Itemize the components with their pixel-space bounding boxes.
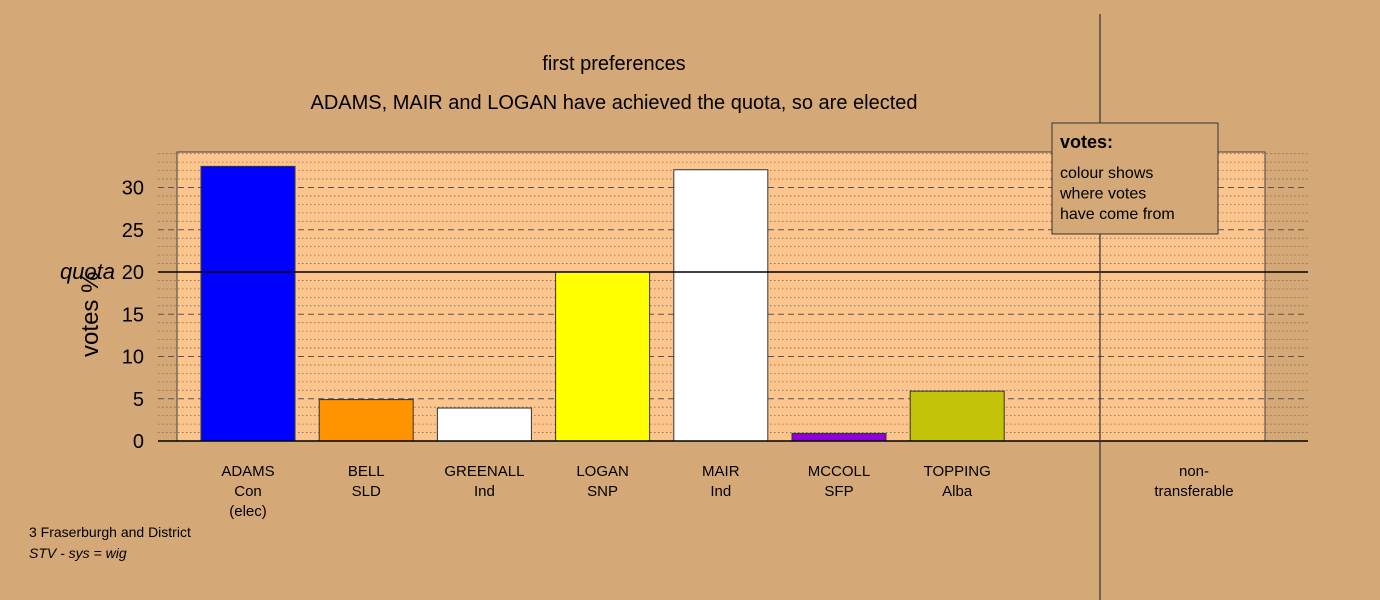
y-tick-label: 15	[122, 304, 144, 326]
x-label-nontransferable-2: transferable	[1154, 483, 1233, 500]
bar-greenall	[436, 407, 532, 442]
x-label-name: BELL	[348, 463, 385, 480]
bar-bell	[318, 399, 414, 442]
x-label-party: Con	[234, 483, 262, 500]
bar-logan	[555, 271, 651, 442]
x-label-party: SNP	[587, 483, 618, 500]
y-tick-label: 5	[133, 389, 144, 411]
legend-box	[1051, 122, 1219, 235]
y-tick-label: 20	[122, 262, 144, 284]
x-label-name: MCCOLL	[808, 463, 871, 480]
system-note: STV - sys = wig	[29, 545, 127, 561]
y-axis-label: votes %	[77, 272, 104, 357]
x-label-name: GREENALL	[444, 463, 524, 480]
chart-title: first preferences	[542, 53, 685, 75]
x-label-nontransferable-1: non-	[1179, 463, 1209, 480]
x-label-name: ADAMS	[221, 463, 274, 480]
x-label-name: MAIR	[702, 463, 740, 480]
x-label-name: LOGAN	[576, 463, 629, 480]
legend-line: where votes	[1059, 186, 1146, 203]
y-tick-label: 25	[122, 220, 144, 242]
x-label-status: (elec)	[229, 503, 267, 520]
legend-line: colour shows	[1060, 165, 1153, 182]
ward-name: 3 Fraserburgh and District	[29, 524, 191, 540]
x-label-party: Ind	[710, 483, 731, 500]
y-tick-label: 10	[122, 347, 144, 369]
legend-title: votes:	[1060, 132, 1113, 152]
x-label-name: TOPPING	[924, 463, 991, 480]
bar-adams	[200, 165, 296, 442]
legend-line: have come from	[1060, 206, 1175, 223]
y-tick-label: 0	[133, 431, 144, 453]
bar-mccoll	[791, 432, 887, 442]
x-label-party: SFP	[824, 483, 853, 500]
bar-mair	[673, 169, 769, 442]
x-label-party: SLD	[352, 483, 381, 500]
footer: 3 Fraserburgh and District STV - sys = w…	[29, 522, 191, 564]
x-label-party: Alba	[942, 483, 973, 500]
y-tick-label: 30	[122, 178, 144, 200]
bar-topping	[909, 390, 1005, 442]
chart-subtitle: ADAMS, MAIR and LOGAN have achieved the …	[311, 92, 918, 114]
x-label-party: Ind	[474, 483, 495, 500]
quota-label: quota	[60, 259, 115, 284]
